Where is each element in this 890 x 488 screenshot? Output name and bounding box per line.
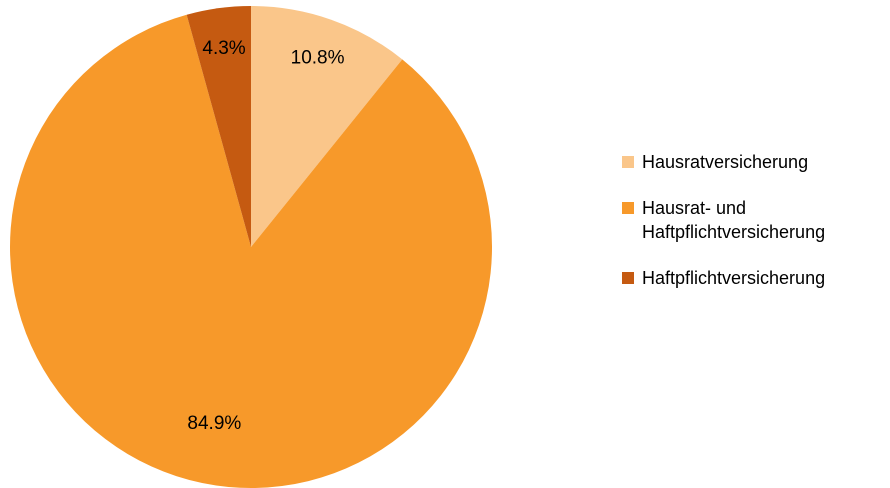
chart: 10.8% 84.9% 4.3% xyxy=(10,6,492,488)
pie-slice xyxy=(251,6,403,247)
legend-label: Hausrat- und Haftpflichtversicherung xyxy=(642,198,826,242)
pie-slice xyxy=(186,6,251,247)
legend-item: Haftpflichtversicherung xyxy=(622,266,890,290)
legend-label: Hausratversicherung xyxy=(642,152,809,172)
data-label: 84.9% xyxy=(187,413,241,434)
data-label: 10.8% xyxy=(291,47,345,68)
legend-item: Hausratversicherung xyxy=(622,150,890,174)
legend-item: Hausrat- und Haftpflichtversicherung xyxy=(622,196,890,244)
pie-slice xyxy=(10,14,492,488)
legend: Hausratversicherung Hausrat- und Haftpfli… xyxy=(622,150,890,312)
data-label: 4.3% xyxy=(202,38,245,59)
legend-swatch xyxy=(622,202,634,214)
legend-label: Haftpflichtversicherung xyxy=(642,268,826,288)
legend-swatch xyxy=(622,272,634,284)
legend-swatch xyxy=(622,156,634,168)
